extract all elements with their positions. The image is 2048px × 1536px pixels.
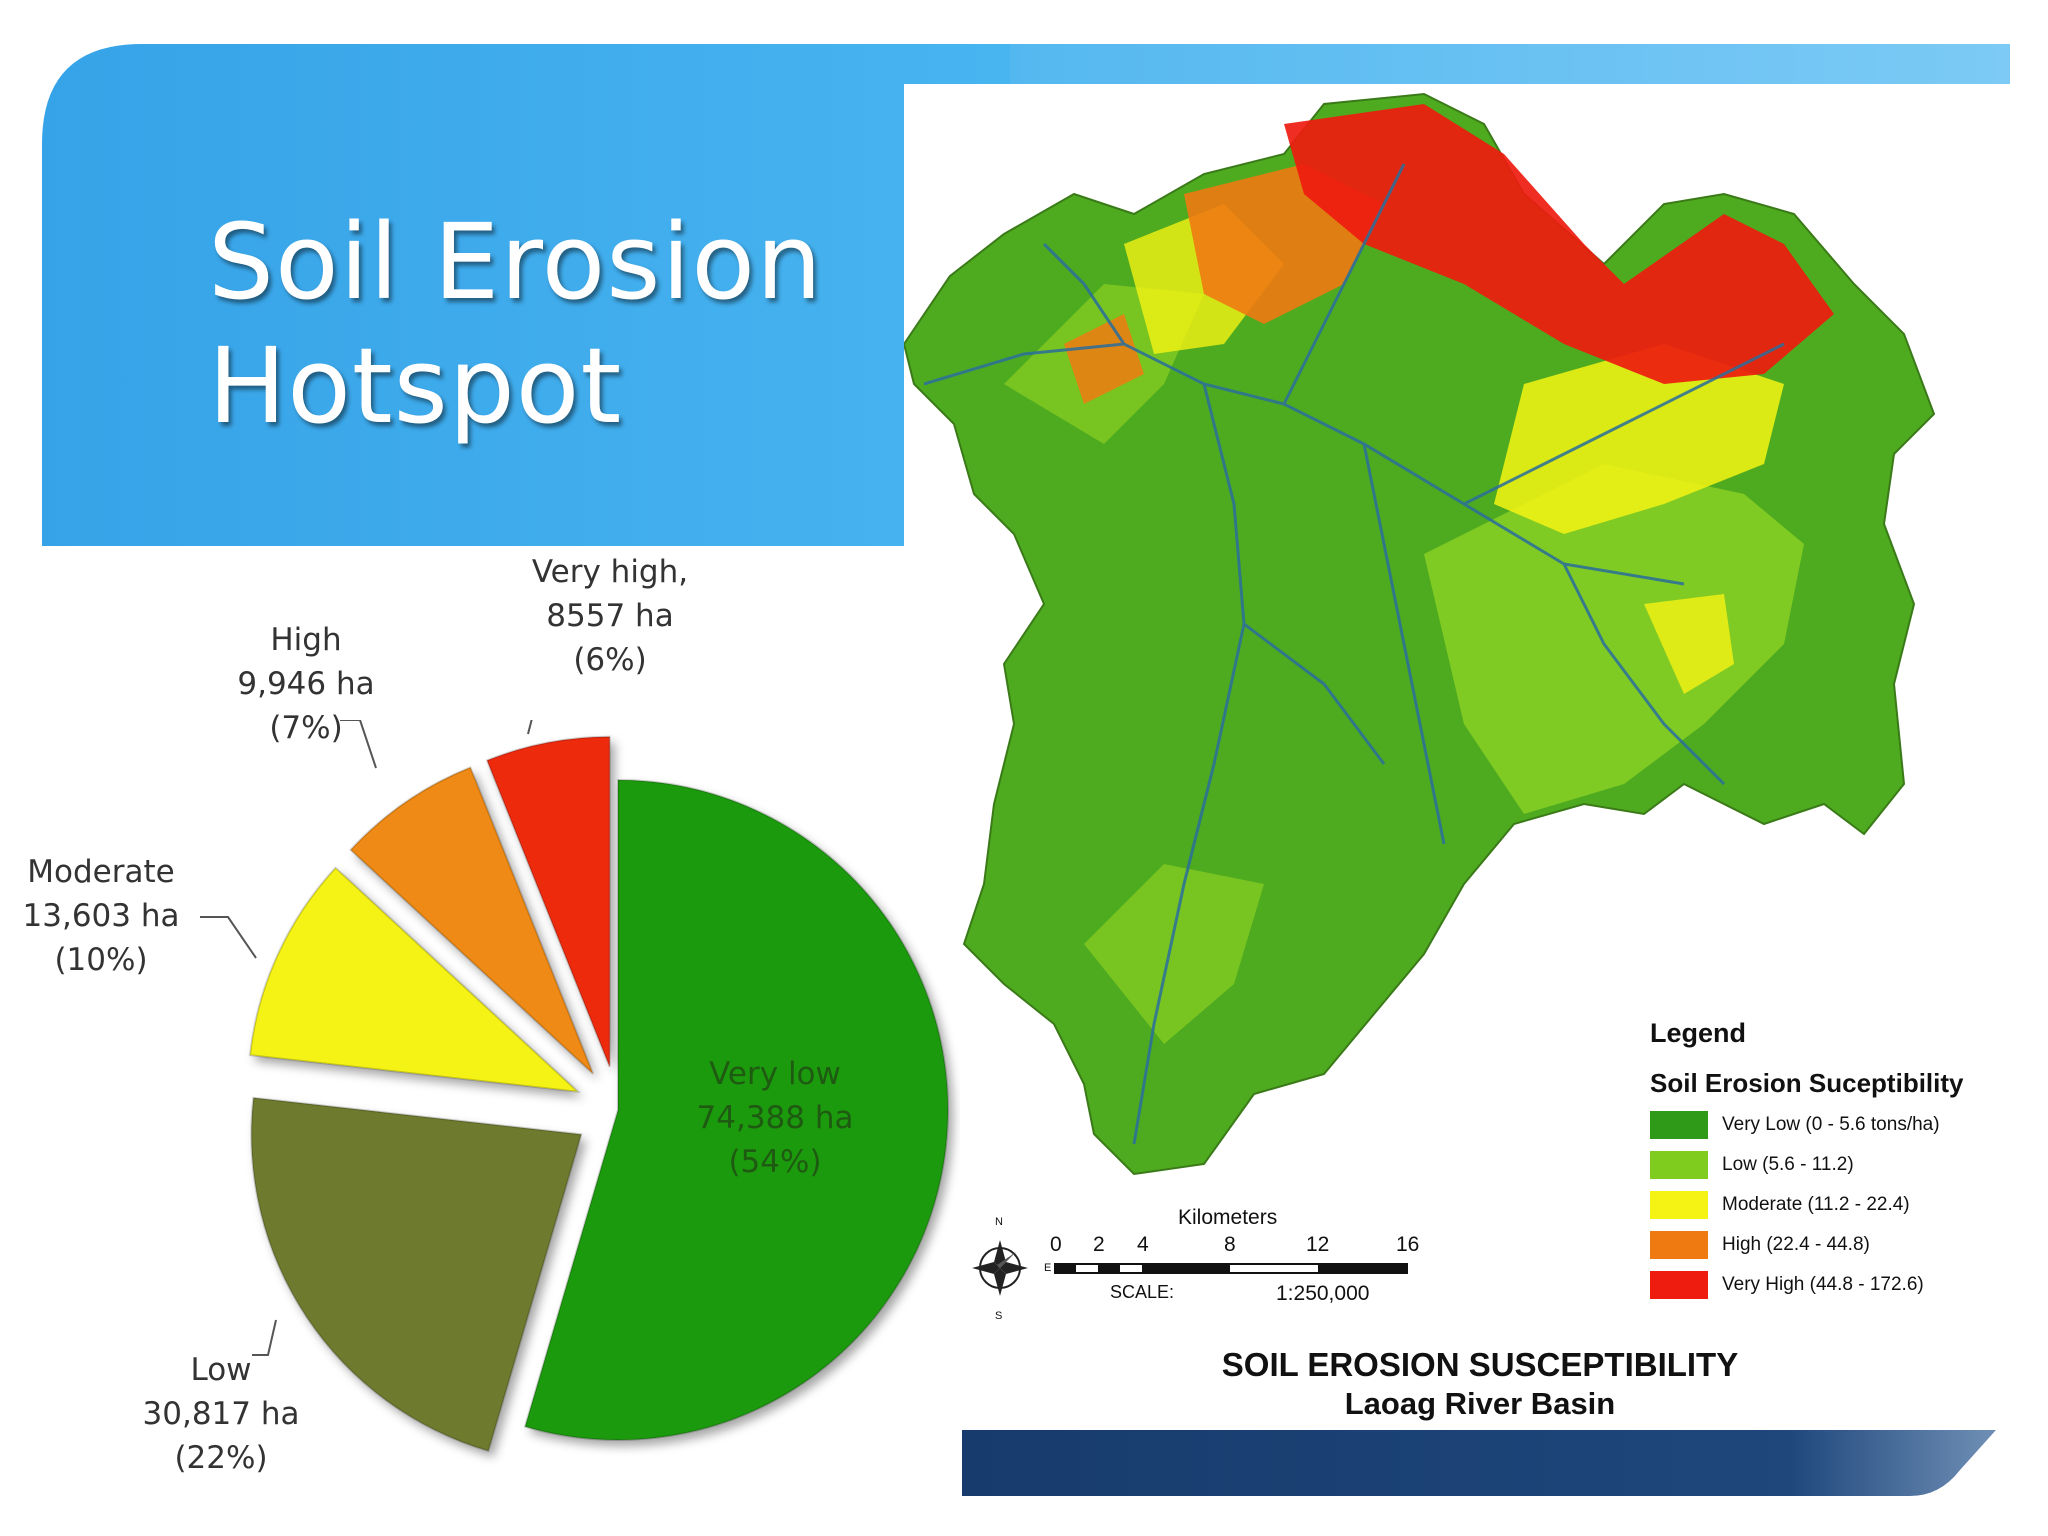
- legend-item-low: Low (5.6 - 11.2): [1650, 1150, 1854, 1180]
- scale-tick-0: 0: [1050, 1233, 1062, 1256]
- high-zone: [1064, 314, 1144, 404]
- legend-label: Low (5.6 - 11.2): [1722, 1154, 1854, 1175]
- legend-label: Moderate (11.2 - 22.4): [1722, 1194, 1910, 1215]
- pie-slice-very-low: [523, 778, 949, 1441]
- slice-name: Very low: [709, 1056, 841, 1092]
- map-title: SOIL EROSION SUSCEPTIBILITY: [1221, 1346, 1739, 1383]
- very-high-zone: [1284, 104, 1834, 384]
- slice-area: 13,603 ha: [22, 898, 180, 934]
- scale-bar: [1054, 1263, 1408, 1274]
- legend-item-very-low: Very Low (0 - 5.6 tons/ha): [1650, 1110, 1940, 1140]
- compass-rose-icon: [972, 1240, 1028, 1296]
- slice-percent: (22%): [174, 1440, 268, 1476]
- slide-title-line1: Soil Erosion: [208, 201, 823, 323]
- slice-area: 30,817 ha: [142, 1396, 300, 1432]
- slice-label-high: High 9,946 ha (7%): [236, 618, 376, 750]
- scale-tick-12: 12: [1306, 1233, 1330, 1256]
- leader-line: [200, 916, 257, 959]
- pie-chart: [200, 720, 949, 1453]
- legend-swatch: [1650, 1151, 1708, 1179]
- slice-area: 74,388 ha: [696, 1100, 854, 1136]
- pie-slice-low: [250, 1096, 583, 1453]
- legend-item-very-high: Very High (44.8 - 172.6): [1650, 1270, 1924, 1300]
- leader-line: [252, 1319, 277, 1356]
- legend-swatch: [1650, 1231, 1708, 1259]
- scale-tick-4: 4: [1137, 1233, 1149, 1256]
- compass-s: S: [995, 1310, 1003, 1322]
- legend-swatch: [1650, 1111, 1708, 1139]
- pie-slice-very-high: [485, 735, 611, 1068]
- slice-area: 9,946 ha: [237, 666, 375, 702]
- scale-tick-16: 16: [1396, 1233, 1420, 1256]
- header-panel: [42, 44, 1010, 546]
- legend-item-moderate: Moderate (11.2 - 22.4): [1650, 1190, 1910, 1220]
- legend-label: Very Low (0 - 5.6 tons/ha): [1722, 1114, 1940, 1135]
- scale-units: Kilometers: [1178, 1206, 1278, 1229]
- legend-subtitle: Soil Erosion Suceptibility: [1650, 1068, 1964, 1098]
- pie-slice-moderate: [248, 866, 581, 1094]
- low-zone: [1084, 864, 1264, 1044]
- slice-name: High: [270, 622, 342, 658]
- slide-title-line2: Hotspot: [208, 325, 623, 447]
- legend-label: High (22.4 - 44.8): [1722, 1234, 1870, 1255]
- scale-tick-2: 2: [1093, 1233, 1105, 1256]
- slice-percent: (6%): [573, 642, 647, 678]
- legend-item-high: High (22.4 - 44.8): [1650, 1230, 1870, 1260]
- legend-label: Very High (44.8 - 172.6): [1722, 1274, 1924, 1295]
- slice-percent: (54%): [728, 1144, 822, 1180]
- slice-label-very-low: Very low 74,388 ha (54%): [690, 1052, 860, 1184]
- map-panel: [904, 84, 2014, 1430]
- pie-slice-high: [349, 766, 594, 1075]
- scale-tick-8: 8: [1224, 1233, 1236, 1256]
- legend-swatch: [1650, 1271, 1708, 1299]
- leader-line: [340, 720, 377, 769]
- low-zone: [1424, 464, 1804, 814]
- slice-percent: (10%): [54, 942, 148, 978]
- footer-bar: [962, 1430, 1996, 1496]
- leader-line: [527, 720, 533, 735]
- slice-area: 8557 ha: [546, 598, 674, 634]
- scale-label: SCALE:: [1110, 1282, 1175, 1302]
- slice-label-very-high: Very high, 8557 ha (6%): [520, 550, 700, 682]
- slide-title: Soil Erosion Hotspot: [208, 200, 823, 448]
- compass-e: E: [1044, 1262, 1052, 1274]
- map-subtitle: Laoag River Basin: [1344, 1386, 1616, 1421]
- rivers: [923, 163, 1785, 1145]
- slice-name: Low: [190, 1352, 252, 1388]
- moderate-zone: [1494, 344, 1784, 534]
- legend-swatch: [1650, 1191, 1708, 1219]
- slice-name: Moderate: [27, 854, 175, 890]
- legend-title: Legend: [1650, 1018, 1747, 1048]
- slice-label-moderate: Moderate 13,603 ha (10%): [14, 850, 188, 982]
- compass-n: N: [995, 1216, 1003, 1228]
- slice-percent: (7%): [269, 710, 343, 746]
- scale-ratio: 1:250,000: [1276, 1282, 1370, 1305]
- slice-label-low: Low 30,817 ha (22%): [126, 1348, 316, 1480]
- moderate-zone: [1644, 594, 1734, 694]
- header-stripe: [880, 44, 2010, 84]
- slice-name: Very high,: [531, 554, 689, 590]
